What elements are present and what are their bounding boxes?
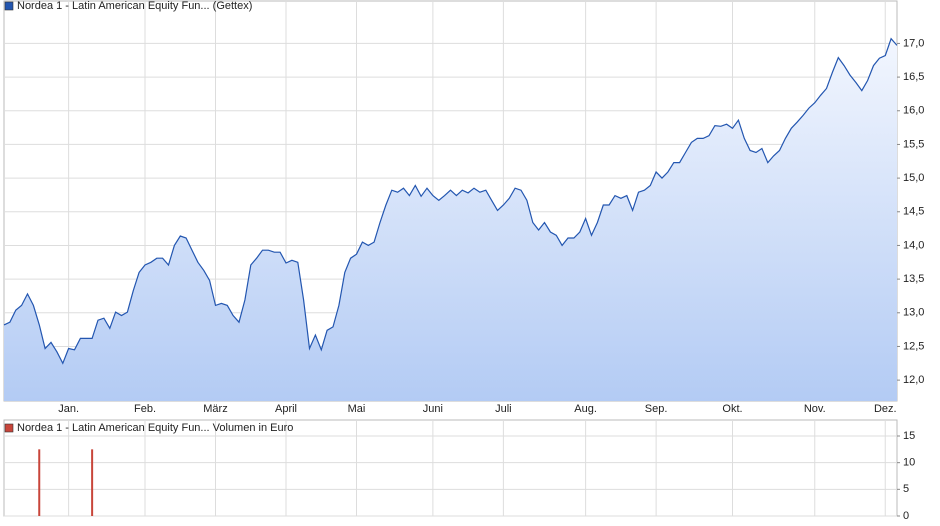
x-tick-label: Nov. <box>804 403 826 415</box>
x-tick-label: Juli <box>495 403 512 415</box>
y-tick-label: 15 <box>903 430 915 442</box>
x-tick-label: Aug. <box>574 403 597 415</box>
x-tick-label: Juni <box>423 403 443 415</box>
y-tick-label: 16,5 <box>903 71 924 83</box>
y-tick-label: 14,0 <box>903 239 924 251</box>
legend-label: Nordea 1 - Latin American Equity Fun... … <box>17 422 293 434</box>
y-tick-label: 16,0 <box>903 105 924 117</box>
legend-label: Nordea 1 - Latin American Equity Fun... … <box>17 0 252 12</box>
y-tick-label: 13,0 <box>903 307 924 319</box>
y-tick-label: 10 <box>903 457 915 469</box>
area-fill <box>4 38 897 401</box>
y-tick-label: 15,5 <box>903 138 924 150</box>
y-tick-label: 0 <box>903 510 909 522</box>
volume-bar <box>38 449 41 516</box>
y-tick-label: 12,0 <box>903 374 924 386</box>
y-tick-label: 12,5 <box>903 340 924 352</box>
x-tick-label: Okt. <box>722 403 742 415</box>
y-tick-label: 13,5 <box>903 273 924 285</box>
volume-bar <box>91 449 94 516</box>
x-tick-label: Mai <box>348 403 366 415</box>
y-tick-label: 5 <box>903 483 909 495</box>
y-tick-label: 17,0 <box>903 37 924 49</box>
x-tick-label: Jan. <box>58 403 79 415</box>
x-tick-label: April <box>275 403 297 415</box>
legend-swatch <box>4 423 14 433</box>
legend-swatch <box>4 1 14 11</box>
x-tick-label: Feb. <box>134 403 156 415</box>
x-tick-label: Sep. <box>645 403 668 415</box>
y-tick-label: 14,5 <box>903 206 924 218</box>
y-tick-label: 15,0 <box>903 172 924 184</box>
x-tick-label: März <box>203 403 227 415</box>
x-tick-label: Dez. <box>874 403 897 415</box>
price-line <box>3 37 898 365</box>
plot-area <box>3 419 898 517</box>
